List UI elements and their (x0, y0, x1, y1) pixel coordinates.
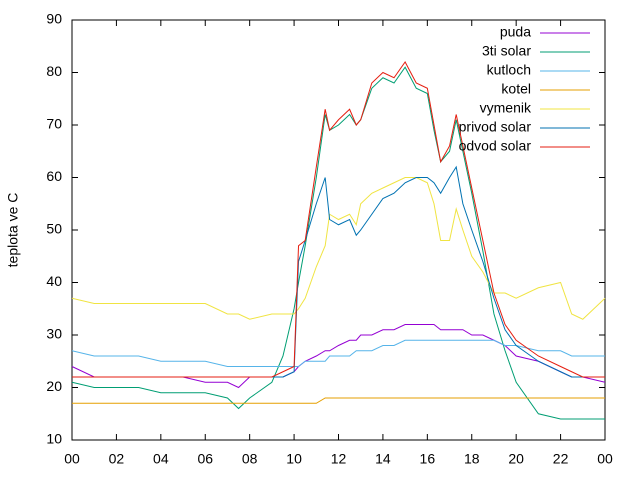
legend-label: kutloch (487, 62, 531, 78)
legend-label: privod solar (459, 119, 532, 135)
x-tick-label: 14 (375, 451, 391, 467)
x-tick-label: 10 (286, 451, 302, 467)
x-tick-label: 16 (420, 451, 436, 467)
x-tick-label: 02 (109, 451, 125, 467)
y-tick-label: 60 (46, 168, 62, 184)
x-tick-label: 08 (242, 451, 258, 467)
y-tick-label: 40 (46, 273, 62, 289)
legend-label: vymenik (480, 100, 532, 116)
series-line (72, 61, 605, 378)
legend-label: puda (500, 24, 531, 40)
series-line (72, 397, 605, 404)
x-tick-label: 04 (153, 451, 169, 467)
x-tick-label: 06 (197, 451, 213, 467)
y-tick-label: 90 (46, 11, 62, 27)
y-tick-label: 20 (46, 378, 62, 394)
legend-label: 3ti solar (482, 43, 531, 59)
y-tick-label: 80 (46, 63, 62, 79)
y-tick-label: 70 (46, 116, 62, 132)
legend-label: odvod solar (459, 138, 532, 154)
y-axis-label: teplota ve C (5, 193, 21, 268)
legend-label: kotel (501, 81, 531, 97)
x-tick-label: 12 (331, 451, 347, 467)
series-line (71, 339, 605, 367)
x-tick-label: 18 (464, 451, 480, 467)
x-tick-label: 20 (508, 451, 524, 467)
y-tick-label: 10 (46, 431, 62, 447)
x-tick-label: 00 (64, 451, 80, 467)
series-line (71, 177, 606, 320)
y-tick-label: 50 (46, 221, 62, 237)
x-tick-label: 22 (553, 451, 569, 467)
y-tick-label: 30 (46, 326, 62, 342)
x-tick-label: 00 (597, 451, 613, 467)
